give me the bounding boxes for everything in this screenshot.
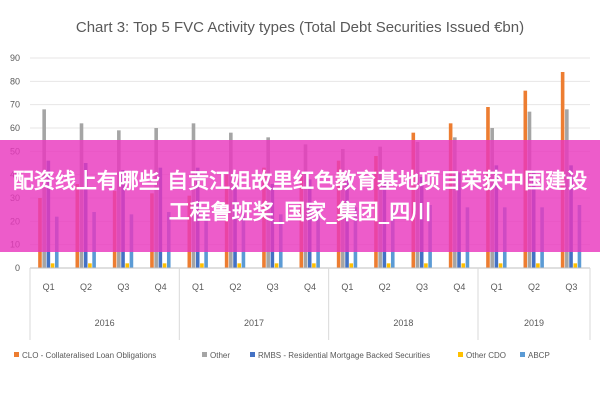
legend-label: ABCP	[528, 351, 550, 360]
overlay-banner	[0, 140, 600, 252]
bar	[237, 263, 242, 268]
x-axis: Q1 Q2 Q3 Q4 Q1 Q2 Q3 Q4 Q1 Q2 Q3 Q4 Q1 Q2 Q3 2016 2017 20…	[29, 267, 591, 340]
legend-swatch	[250, 352, 255, 357]
x-tick-label: Q3	[416, 282, 428, 292]
bar	[312, 263, 316, 268]
legend-swatch	[520, 352, 525, 357]
x-tick-label: Q2	[229, 282, 241, 292]
x-group-label: 2018	[393, 318, 413, 328]
y-tick-label: 90	[10, 53, 20, 63]
overlay-banner-text: 配资线上有哪些 自贡江姐故里红色教育基地项目荣获中国建设工程鲁班奖_国家_集团_…	[12, 169, 588, 224]
x-tick-label: Q4	[155, 282, 167, 292]
x-group-label: 2019	[524, 318, 544, 328]
bar	[349, 263, 354, 268]
x-tick-label: Q3	[117, 282, 129, 292]
y-tick-label: 0	[15, 263, 20, 273]
x-group-label: 2017	[244, 318, 264, 328]
x-tick-label: Q4	[304, 282, 316, 292]
legend-swatch	[202, 352, 207, 357]
bar	[386, 263, 391, 268]
bar	[573, 263, 578, 268]
x-tick-label: Q3	[267, 282, 279, 292]
legend-swatch	[14, 352, 19, 357]
x-group-label: 2016	[95, 318, 115, 328]
x-tick-label: Q1	[491, 282, 503, 292]
x-tick-label: Q2	[80, 282, 92, 292]
legend-label: Other	[210, 351, 230, 360]
bar	[461, 263, 466, 268]
x-tick-label: Q3	[565, 282, 577, 292]
chart-title: Chart 3: Top 5 FVC Activity types (Total…	[76, 19, 524, 36]
bar	[274, 263, 279, 268]
legend-label: RMBS - Residential Mortgage Backed Secur…	[258, 351, 430, 360]
legend-label: CLO - Collateralised Loan Obligations	[22, 351, 156, 360]
x-tick-label: Q4	[453, 282, 465, 292]
bar	[125, 263, 130, 268]
legend-swatch	[458, 352, 463, 357]
bar	[536, 263, 540, 268]
y-tick-label: 70	[10, 100, 20, 110]
x-tick-label: Q2	[528, 282, 540, 292]
bar	[88, 263, 92, 268]
bar	[424, 263, 428, 268]
bar	[162, 263, 167, 268]
y-tick-label: 80	[10, 76, 20, 86]
legend-label: Other CDO	[466, 351, 506, 360]
x-tick-label: Q2	[379, 282, 391, 292]
legend: CLO - Collateralised Loan Obligations Oth…	[14, 351, 550, 360]
bar	[50, 263, 55, 268]
x-tick-label: Q1	[192, 282, 204, 292]
x-tick-label: Q1	[341, 282, 353, 292]
bar	[200, 263, 204, 268]
bar	[498, 263, 503, 268]
y-tick-label: 60	[10, 123, 20, 133]
x-tick-label: Q1	[43, 282, 55, 292]
